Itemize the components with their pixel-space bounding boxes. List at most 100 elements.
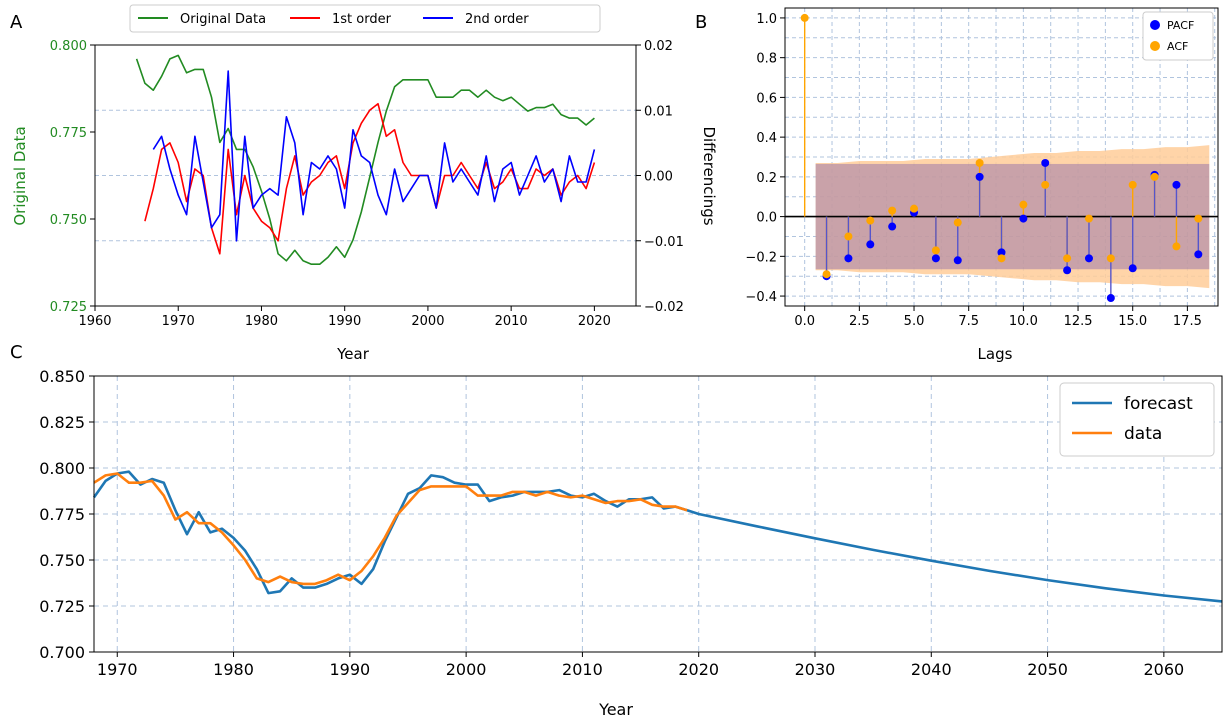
panel-label-b: B — [695, 12, 707, 33]
panel-label-a: A — [10, 12, 23, 33]
panel-b-xtick-label: 12.5 — [1064, 314, 1093, 329]
panel-b-xtick-label: 10.0 — [1009, 314, 1038, 329]
panel-c-ytick-label: 0.750 — [39, 551, 85, 570]
panel-c-ytick-label: 0.700 — [39, 643, 85, 662]
panel-c-legend-label: forecast — [1124, 394, 1193, 414]
panel-b-pacf-point — [931, 254, 940, 263]
panel-b-acf-point — [822, 270, 831, 279]
panel-c-ytick-label: 0.850 — [39, 367, 85, 386]
panel-c-ytick-label: 0.825 — [39, 413, 85, 432]
panel-b-acf-point — [975, 158, 984, 167]
panel-b-legend-marker-acf — [1150, 41, 1160, 51]
panel-b-frame — [784, 7, 1219, 307]
panel-b-acf-point — [1128, 180, 1137, 189]
panel-c-xtick-label: 1970 — [97, 660, 138, 679]
panel-b-pacf-point — [1106, 294, 1115, 303]
panel-b-acf-point — [953, 218, 962, 227]
panel-a-ylabel-left: Original Data — [11, 126, 29, 225]
panel-b-acf-point — [1019, 200, 1028, 209]
panel-c-xtick-label: 2060 — [1143, 660, 1184, 679]
panel-b-acf-point — [844, 232, 853, 241]
panel-a-ytick-right-label: −0.01 — [644, 235, 684, 250]
panel-b-acf-point — [997, 254, 1006, 263]
panel-c-xtick-label: 1980 — [213, 660, 254, 679]
panel-a-chart: 1960 1970 1980 1990 2000 2010 2020 0.725 0.750 0.… — [50, 4, 684, 329]
panel-b-acf-point — [800, 13, 809, 22]
panel-b-pacf-point — [888, 222, 897, 231]
panel-a-series-first-order — [144, 102, 596, 255]
panel-c-series-data — [93, 472, 688, 586]
panel-b-pacf-point — [1041, 158, 1050, 167]
panel-a-legend-label: 2nd order — [465, 12, 529, 27]
panel-b-ytick-label: −0.2 — [745, 250, 777, 265]
panel-b-ytick-label: 1.0 — [756, 12, 777, 27]
panel-b-pacf-point — [1128, 264, 1137, 273]
panel-b-acf-point — [1150, 172, 1159, 181]
panel-a-legend-box — [129, 4, 601, 33]
panel-b-xtick-label: 5.0 — [904, 314, 925, 329]
panel-b-ytick-label: 0.2 — [756, 171, 777, 186]
panel-b-acf-point — [910, 204, 919, 213]
panel-b-xtick-label: 15.0 — [1118, 314, 1147, 329]
panel-a-legend-label: 1st order — [332, 12, 392, 27]
panel-c-ytick-label: 0.725 — [39, 597, 85, 616]
panel-c-legend-label: data — [1124, 424, 1162, 444]
panel-b-acf-point — [1194, 214, 1203, 223]
panel-a-legend: Original Data 1st order 2nd order — [129, 4, 601, 33]
panel-b-acf-point — [931, 246, 940, 255]
panel-c-xtick-label: 2040 — [911, 660, 952, 679]
panel-b-xtick-label: 17.5 — [1173, 314, 1202, 329]
panel-b-pacf-point — [1063, 266, 1072, 275]
panel-b-ytick-label: 0.6 — [756, 91, 777, 106]
panel-b-acf-point — [1172, 242, 1181, 251]
panel-b-pacf-point — [1194, 250, 1203, 259]
panel-a-xtick-label: 2010 — [495, 314, 528, 329]
panel-c-ytick-label: 0.800 — [39, 459, 85, 478]
panel-a-series-second-order — [152, 70, 596, 242]
panel-b-acf-point — [866, 216, 875, 225]
panel-c-xtick-label: 2020 — [678, 660, 719, 679]
panel-c-ytick-label: 0.775 — [39, 505, 85, 524]
panel-c-xtick-label: 2000 — [446, 660, 487, 679]
panel-b-legend-label: PACF — [1167, 19, 1194, 32]
panel-b-xlabel: Lags — [978, 345, 1013, 363]
panel-b-acf-point — [1063, 254, 1072, 263]
panel-b-legend-marker-pacf — [1150, 20, 1160, 30]
panel-c-legend: forecast data — [1059, 382, 1215, 457]
panel-c-xtick-label: 2050 — [1027, 660, 1068, 679]
panel-a-ytick-left-label: 0.775 — [50, 126, 87, 141]
panel-a-xtick-label: 1960 — [78, 314, 111, 329]
panel-c-xtick-label: 1990 — [329, 660, 370, 679]
panel-b-chart: 0.0 2.5 5.0 7.5 10.0 12.5 15.0 17.5 −0.4 −0.2 0.0 0… — [745, 7, 1219, 329]
panel-b-acf-point — [888, 206, 897, 215]
panel-c-legend-box — [1059, 382, 1215, 457]
panel-b-pacf-point — [844, 254, 853, 263]
panel-b-pacf-point — [997, 248, 1006, 257]
panel-b-pacf-point — [975, 172, 984, 181]
panel-c-xtick-label: 2030 — [795, 660, 836, 679]
panel-a-ytick-left-label: 0.725 — [50, 300, 87, 315]
panel-b-ytick-label: 0.0 — [756, 211, 777, 226]
panel-a-ytick-right-label: 0.01 — [644, 104, 673, 119]
panel-a-ytick-right-label: 0.02 — [644, 39, 673, 54]
panel-a-xlabel: Year — [336, 345, 370, 363]
panel-c-xlabel: Year — [598, 700, 633, 719]
panel-b-pacf-point — [1172, 180, 1181, 189]
panel-b-pacf-point — [866, 240, 875, 249]
panel-a-xtick-label: 2020 — [578, 314, 611, 329]
panel-b-legend-box — [1142, 11, 1214, 61]
panel-b-pacf-point — [953, 256, 962, 265]
panel-b-xtick-label: 2.5 — [849, 314, 870, 329]
panel-b-ytick-label: 0.4 — [756, 131, 777, 146]
panel-c-chart: 1970 1980 1990 2000 2010 2020 2030 2040 2050 2060… — [39, 367, 1223, 679]
panel-a-ytick-right-label: −0.02 — [644, 300, 684, 315]
panel-a-ylabel-right: Differencings — [700, 126, 718, 225]
panel-c-xtick-label: 2010 — [562, 660, 603, 679]
panel-a-xtick-label: 1970 — [162, 314, 195, 329]
panel-b-acf-point — [1084, 214, 1093, 223]
panel-b-pacf-point — [1019, 214, 1028, 223]
panel-a-ytick-left-label: 0.800 — [50, 39, 87, 54]
panel-b-legend-label: ACF — [1167, 40, 1188, 53]
panel-b-pacf-point — [1084, 254, 1093, 263]
